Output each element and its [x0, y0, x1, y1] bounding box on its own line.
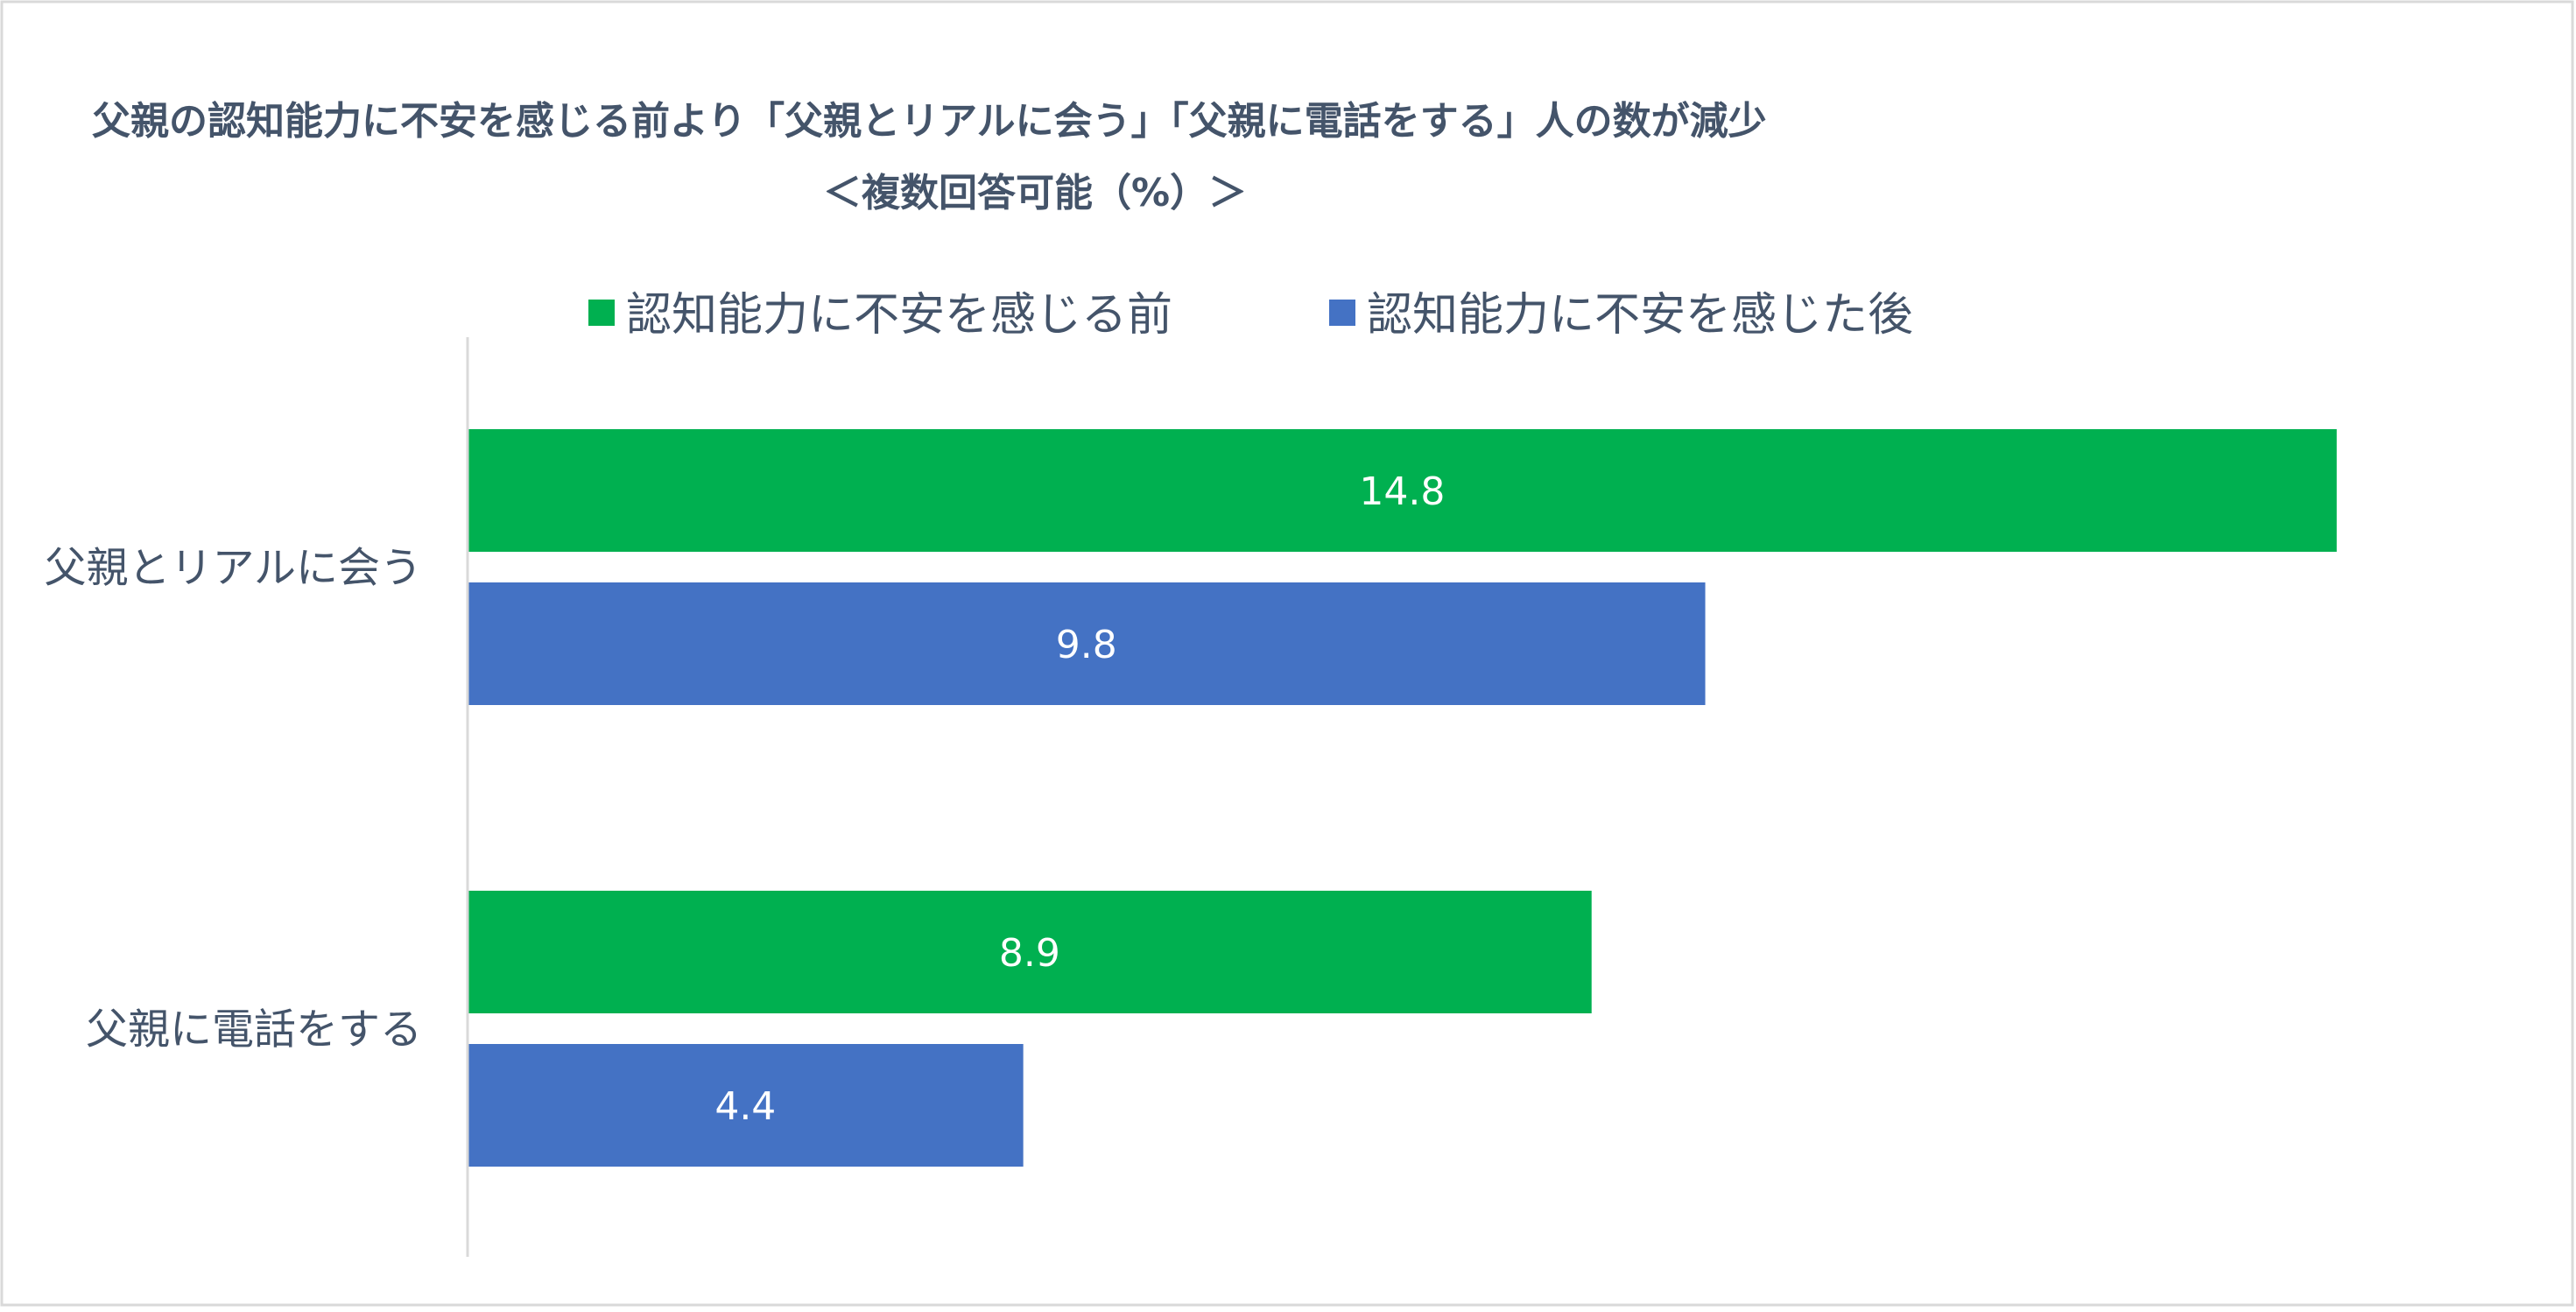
chart-title: 父親の認知能力に不安を感じる前より「父親とリアルに会う」「父親に電話をする」人の… — [92, 99, 1767, 144]
category-label: 父親とリアルに会う — [44, 544, 422, 593]
bar — [468, 429, 2337, 552]
bars — [468, 429, 2337, 1167]
legend-label: 認知能力に不安を感じた後 — [1367, 289, 1913, 342]
data-label: 14.8 — [1359, 469, 1445, 514]
legend-label: 認知能力に不安を感じる前 — [626, 289, 1172, 342]
data-labels: 14.8 9.8 8.9 4.4 — [714, 469, 1445, 1129]
data-label: 8.9 — [999, 931, 1060, 976]
data-label: 4.4 — [714, 1084, 776, 1129]
bar — [468, 582, 1706, 705]
category-label: 父親に電話をする — [86, 1005, 422, 1055]
bar — [468, 891, 1592, 1013]
data-label: 9.8 — [1056, 623, 1117, 667]
bar — [468, 1044, 1024, 1167]
legend-swatch — [1329, 300, 1355, 326]
legend-swatch — [588, 300, 615, 326]
chart-subtitle: ＜複数回答可能（%）＞ — [823, 171, 1247, 215]
legend: 認知能力に不安を感じる前 認知能力に不安を感じた後 — [588, 289, 1913, 342]
